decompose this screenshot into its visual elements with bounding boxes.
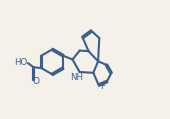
Text: HO: HO — [14, 58, 27, 67]
Text: NH: NH — [70, 73, 83, 82]
Text: O: O — [33, 77, 40, 86]
Text: F: F — [100, 82, 105, 91]
